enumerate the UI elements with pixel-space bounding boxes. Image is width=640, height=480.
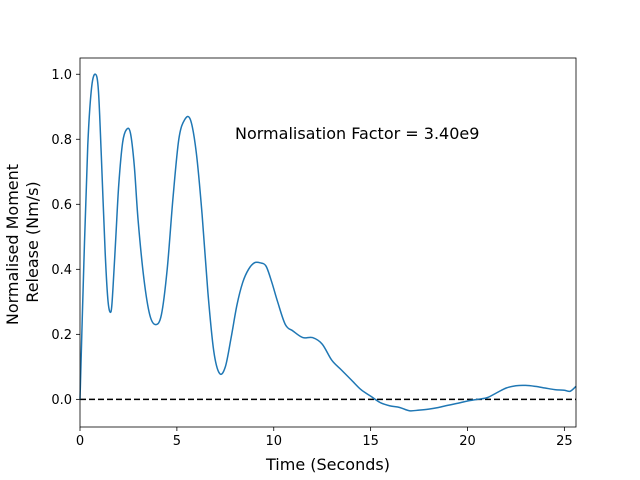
x-tick-label: 10 [265, 434, 282, 449]
y-tick-label: 0.8 [51, 133, 72, 148]
x-tick-label: 0 [76, 434, 84, 449]
y-tick-label: 0.0 [51, 393, 72, 408]
x-tick-label: 15 [362, 434, 379, 449]
chart-annotation: Normalisation Factor = 3.40e9 [235, 124, 479, 143]
plot-area [79, 73, 577, 412]
y-tick-label: 0.4 [51, 263, 72, 278]
y-tick-label: 1.0 [51, 68, 72, 83]
x-axis: 0 5 10 15 20 25 [76, 427, 573, 449]
y-tick-label: 0.2 [51, 328, 72, 343]
x-axis-label: Time (Seconds) [265, 455, 390, 474]
y-axis-label-line-2: Release (Nm/s) [23, 181, 42, 302]
x-tick-label: 5 [173, 434, 181, 449]
y-axis: 0.0 0.2 0.4 0.6 0.8 1.0 [51, 68, 80, 408]
x-tick-label: 25 [556, 434, 573, 449]
moment-release-series-line [79, 73, 577, 412]
y-axis-label-line-1: Normalised Moment [3, 164, 22, 325]
y-axis-label: Normalised Moment Release (Nm/s) [3, 159, 42, 325]
axes-frame [79, 57, 577, 428]
x-tick-label: 20 [459, 434, 476, 449]
y-tick-label: 0.6 [51, 198, 72, 213]
